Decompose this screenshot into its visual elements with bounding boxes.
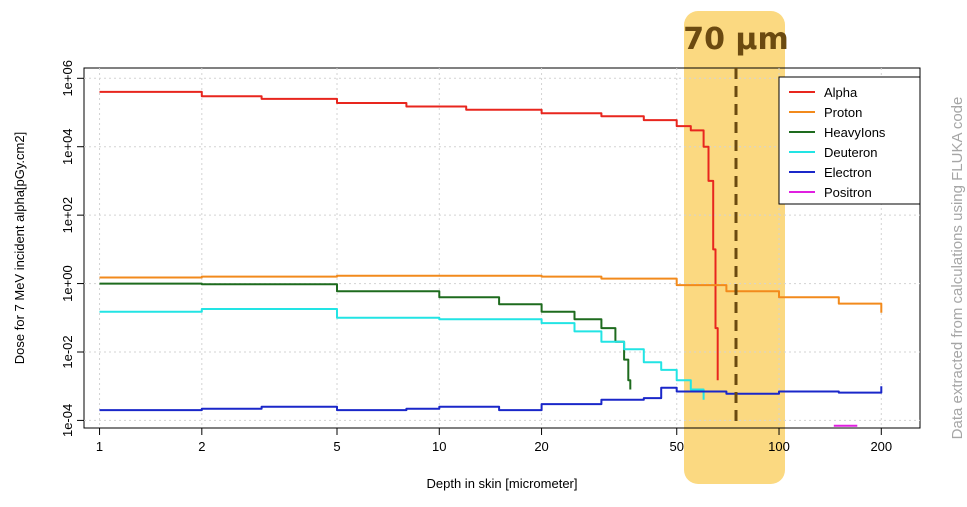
series-line-heavyions <box>99 282 632 390</box>
highlight-band <box>684 11 785 484</box>
y-tick-label: 1e-02 <box>60 335 75 368</box>
x-tick-label: 10 <box>432 439 446 454</box>
series-line-electron <box>99 386 883 412</box>
x-tick-label: 100 <box>768 439 790 454</box>
x-axis-label: Depth in skin [micrometer] <box>427 476 578 491</box>
x-tick-label: 20 <box>534 439 548 454</box>
source-note: Data extracted from calculations using F… <box>949 97 966 440</box>
x-tick-label: 50 <box>670 439 684 454</box>
y-tick-label: 1e+04 <box>60 128 75 165</box>
legend-label-positron: Positron <box>824 185 872 200</box>
series-line-alpha <box>99 90 719 381</box>
x-tick-label: 5 <box>333 439 340 454</box>
series-line-deuteron <box>99 308 705 400</box>
x-tick-label: 200 <box>870 439 892 454</box>
x-axis: 1 2 5 10 20 50 100 200 <box>96 428 892 454</box>
series-line-proton <box>99 274 883 313</box>
series-group <box>99 90 883 427</box>
y-tick-label: 1e-04 <box>60 404 75 437</box>
legend-label-heavyions: HeavyIons <box>824 125 886 140</box>
legend-label-alpha: Alpha <box>824 85 858 100</box>
plot-area <box>83 67 921 429</box>
legend-label-proton: Proton <box>824 105 862 120</box>
legend-box <box>778 76 921 205</box>
y-tick-label: 1e+02 <box>60 197 75 234</box>
annotation-label: 70 µm <box>683 22 789 57</box>
y-axis-label: Dose for 7 MeV incident alpha[pGy.cm2] <box>12 132 27 364</box>
y-axis: 1e-04 1e-02 1e+00 1e+02 1e+04 1e+06 <box>60 60 84 437</box>
y-tick-label: 1e+06 <box>60 60 75 97</box>
x-tick-label: 2 <box>198 439 205 454</box>
annotation-70um: 70 µm <box>683 22 789 428</box>
legend: Alpha Proton HeavyIons Deuteron Electron Posi… <box>778 76 921 205</box>
x-tick-label: 1 <box>96 439 103 454</box>
y-tick-label: 1e+00 <box>60 265 75 302</box>
legend-label-electron: Electron <box>824 165 872 180</box>
legend-label-deuteron: Deuteron <box>824 145 877 160</box>
